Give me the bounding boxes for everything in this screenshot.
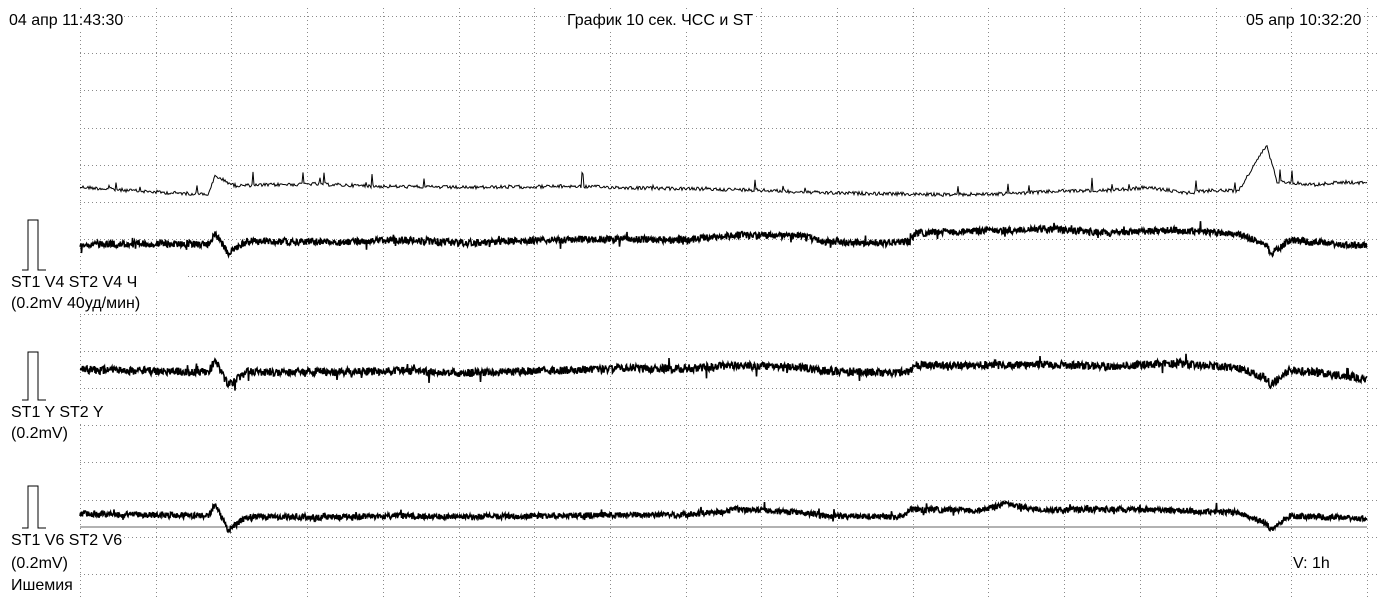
channel-1-scale: (0.2mV 40уд/мин) xyxy=(10,295,142,313)
st-trace-3 xyxy=(79,500,1368,534)
chart-title: График 10 сек. ЧСС и ST xyxy=(566,12,755,30)
channel-3-label: ST1 V6 ST2 V6 xyxy=(10,532,124,550)
channel-2-label: ST1 Y ST2 Y xyxy=(10,404,105,422)
chart-traces xyxy=(79,144,1368,534)
calibration-pulse xyxy=(22,485,46,529)
chart-grid xyxy=(80,8,1377,598)
calibration-pulses xyxy=(22,219,46,529)
st-trace-2 xyxy=(79,353,1368,391)
channel-3-scale: (0.2mV) xyxy=(10,555,69,573)
st-trace-1 xyxy=(79,221,1368,259)
calibration-pulse xyxy=(22,351,46,401)
v-scale-label: V: 1h xyxy=(1292,555,1331,573)
ischemia-label: Ишемия xyxy=(10,577,74,595)
channel-1-label: ST1 V4 ST2 V4 Ч xyxy=(10,274,188,292)
start-time: 04 апр 11:43:30 xyxy=(8,12,125,30)
heart-rate-trace-1 xyxy=(80,144,1368,198)
channel-2-scale: (0.2mV) xyxy=(10,425,69,443)
end-time: 05 апр 10:32:20 xyxy=(1245,12,1363,30)
calibration-pulse xyxy=(22,219,46,271)
